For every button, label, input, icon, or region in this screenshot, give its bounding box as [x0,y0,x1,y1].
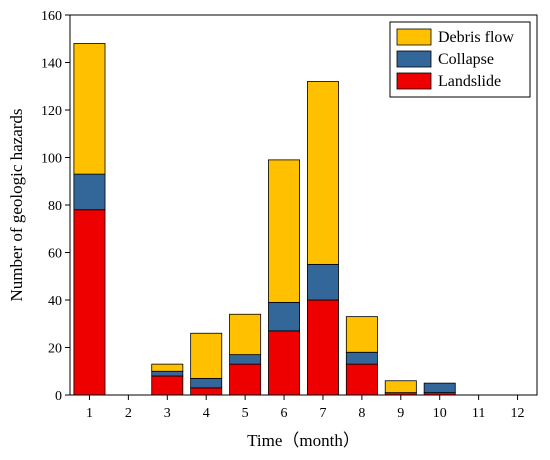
x-tick-label-1: 1 [86,406,93,421]
bar-landslide-month-3 [151,375,184,396]
y-tick-label-160: 160 [41,9,62,24]
x-tick-label-2: 2 [125,406,132,421]
legend-label-landslide: Landslide [438,73,501,90]
bar-debris-flow-month-3 [151,363,184,372]
y-tick-label-20: 20 [48,342,62,357]
bars-layer [73,43,456,396]
y-tick-label-140: 140 [41,57,62,72]
bar-collapse-month-4 [190,377,223,389]
bar-debris-flow-month-9 [384,380,417,394]
x-axis: 1 2 3 4 5 6 7 8 9 10 11 12 [86,395,525,421]
bar-collapse-month-5 [229,354,262,365]
x-tick-label-5: 5 [242,406,249,421]
y-axis: 0 20 40 60 80 100 120 140 160 [41,9,70,404]
y-tick-label-60: 60 [48,247,62,262]
bar-debris-flow-month-1 [73,43,106,175]
bar-collapse-month-3 [151,370,184,377]
bar-landslide-month-6 [268,330,301,396]
legend-swatch-debris-flow [396,28,432,46]
legend-swatch-landslide [396,72,432,90]
y-tick-label-100: 100 [41,152,62,167]
x-tick-label-12: 12 [511,406,525,421]
bar-debris-flow-month-8 [345,316,378,353]
x-tick-label-8: 8 [358,406,365,421]
legend: Debris flow Collapse Landslide [389,21,531,98]
bar-landslide-month-4 [190,387,223,396]
y-axis-title: Number of geologic hazards [7,108,26,301]
x-axis-title: Time（month） [247,431,360,450]
bar-debris-flow-month-4 [190,332,223,379]
x-tick-label-9: 9 [397,406,404,421]
bar-collapse-month-8 [345,351,378,365]
bar-landslide-month-7 [306,299,339,396]
bar-debris-flow-month-6 [268,159,301,303]
bar-debris-flow-month-7 [306,81,339,265]
y-tick-label-40: 40 [48,294,62,309]
bar-collapse-month-7 [306,263,339,301]
x-tick-label-6: 6 [281,406,288,421]
y-tick-label-120: 120 [41,104,62,119]
bar-collapse-month-1 [73,173,106,211]
x-tick-label-7: 7 [319,406,326,421]
bar-landslide-month-5 [229,363,262,396]
bar-collapse-month-10 [423,382,456,394]
y-tick-label-0: 0 [55,389,62,404]
bar-landslide-month-8 [345,363,378,396]
legend-swatch-collapse [396,50,432,68]
x-tick-label-4: 4 [203,406,210,421]
bar-debris-flow-month-5 [229,313,262,356]
bar-collapse-month-6 [268,301,301,332]
y-tick-label-80: 80 [48,199,62,214]
legend-label-collapse: Collapse [438,51,494,68]
legend-label-debris-flow: Debris flow [438,29,514,46]
x-tick-label-10: 10 [433,406,447,421]
x-tick-label-3: 3 [164,406,171,421]
x-tick-label-11: 11 [472,406,485,421]
bar-landslide-month-1 [73,209,106,396]
